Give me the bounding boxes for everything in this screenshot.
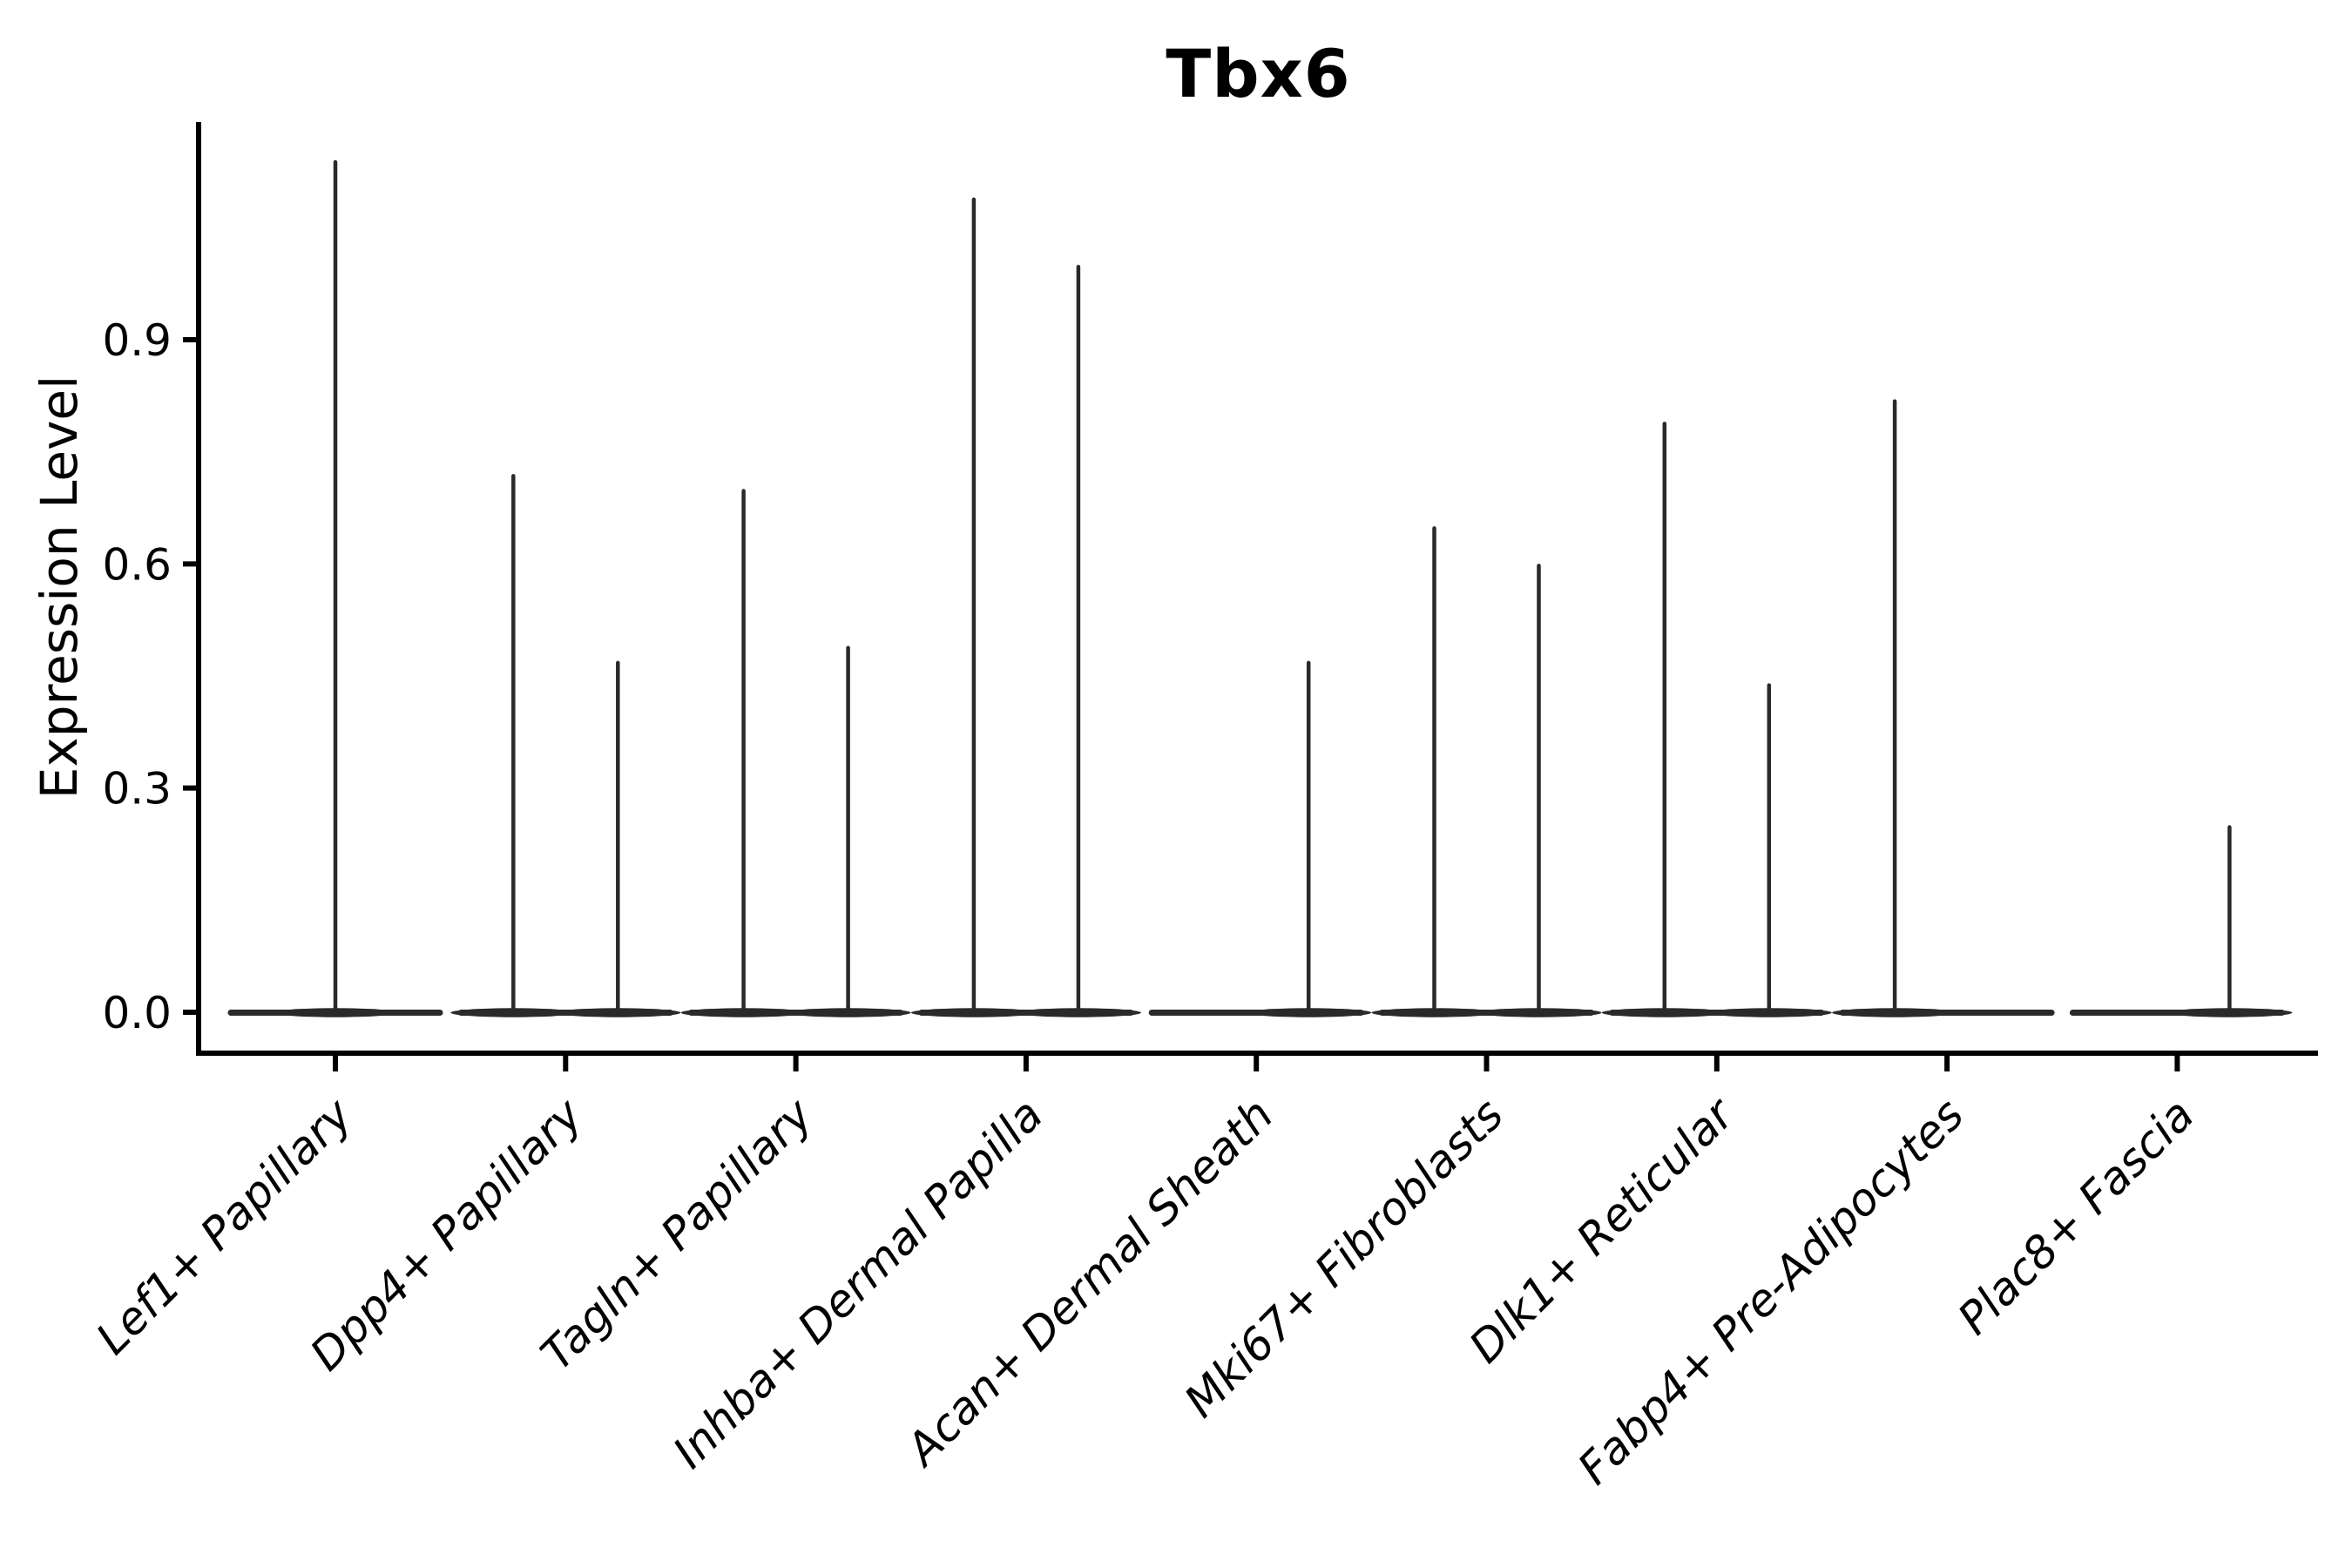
x-category-label: Plac8+ Fascia [1949, 1089, 2205, 1345]
y-axis-label: Expression Level [30, 375, 89, 800]
chart-title: Tbx6 [1166, 35, 1351, 112]
y-tick-label: 0.0 [102, 988, 172, 1038]
x-category-label: Fabp4+ Pre-Adipocytes [1569, 1089, 1975, 1495]
y-tick-label: 0.9 [102, 315, 172, 366]
x-category-label: Acan+ Dermal Sheath [896, 1089, 1283, 1477]
y-tick-label: 0.6 [102, 539, 172, 590]
y-tick-label: 0.3 [102, 764, 172, 814]
x-category-label: Inhba+ Dermal Papilla [664, 1089, 1053, 1478]
